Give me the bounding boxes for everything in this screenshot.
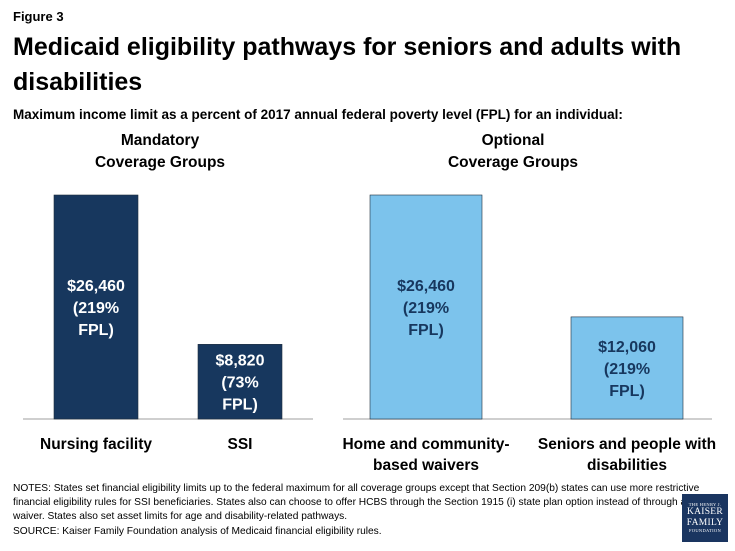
data-label-1-1: $12,060 bbox=[598, 339, 656, 356]
chart-subtitle: Maximum income limit as a percent of 201… bbox=[13, 107, 623, 122]
logo-line1: THE HENRY J. bbox=[688, 501, 722, 507]
category-label-1-1: disabilities bbox=[587, 457, 667, 474]
group-label-optional: Optional Coverage Groups bbox=[447, 132, 579, 171]
logo-line2: KAISER bbox=[686, 507, 724, 517]
data-label-1-0: $26,460 bbox=[397, 278, 455, 295]
chart-notes: NOTES: States set financial eligibility … bbox=[13, 482, 703, 539]
data-label-1-1: (219% bbox=[604, 361, 650, 378]
category-label-0-0: Nursing facility bbox=[40, 436, 152, 453]
data-label-0-1: FPL) bbox=[222, 397, 258, 414]
group-label-mandatory: Mandatory Coverage Groups bbox=[94, 132, 226, 171]
data-label-0-1: (73% bbox=[221, 375, 258, 392]
notes-text: NOTES: States set financial eligibility … bbox=[13, 483, 700, 523]
figure-label: Figure 3 bbox=[13, 9, 64, 24]
data-label-0-0: FPL) bbox=[78, 322, 114, 339]
data-label-0-0: (219% bbox=[73, 300, 119, 317]
data-label-1-0: FPL) bbox=[408, 322, 444, 339]
category-label-1-1: Seniors and people with bbox=[538, 436, 716, 453]
data-label-1-0: (219% bbox=[403, 300, 449, 317]
category-label-0-1: SSI bbox=[228, 436, 253, 453]
data-label-0-1: $8,820 bbox=[216, 353, 265, 370]
kff-logo: THE HENRY J. KAISER FAMILY FOUNDATION bbox=[682, 494, 728, 542]
logo-line3: FAMILY bbox=[686, 517, 724, 528]
bar-0-1 bbox=[197, 344, 283, 420]
data-label-1-1: FPL) bbox=[609, 383, 645, 400]
source-text: SOURCE: Kaiser Family Foundation analysi… bbox=[13, 525, 382, 537]
chart-title: Medicaid eligibility pathways for senior… bbox=[13, 33, 682, 96]
logo-line4: FOUNDATION bbox=[689, 528, 721, 533]
category-label-1-0: Home and community- bbox=[342, 436, 509, 453]
category-label-1-0: based waivers bbox=[373, 457, 479, 474]
data-label-0-0: $26,460 bbox=[67, 278, 125, 295]
bar-0-0 bbox=[53, 194, 139, 420]
bar-1-1 bbox=[570, 316, 684, 420]
bar-1-0 bbox=[369, 194, 483, 420]
